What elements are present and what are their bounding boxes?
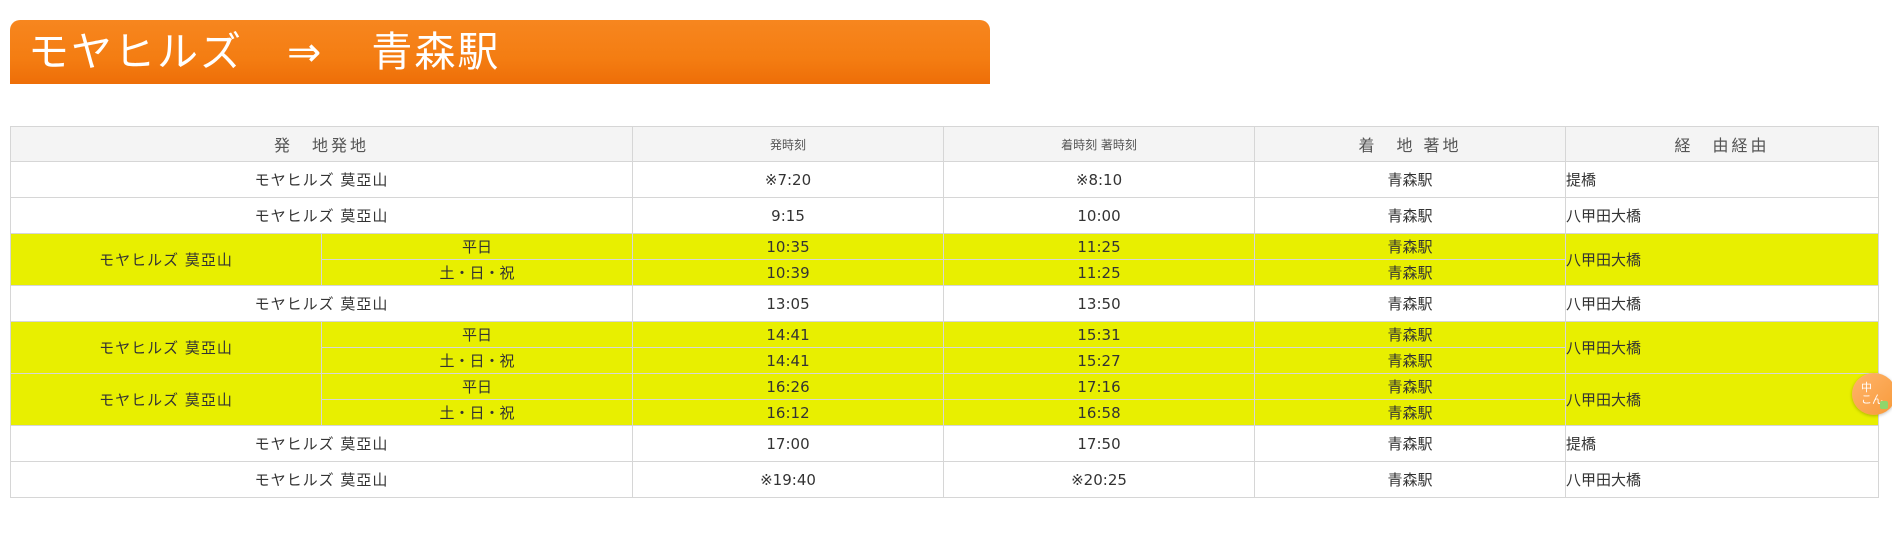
table-row: モヤヒルズ 莫亞山 ※7:20 ※8:10 青森駅 提橋 [9, 161, 1880, 198]
header-destination: 着 地 著地 [1254, 126, 1567, 162]
cell-arrive: ※8:10 [943, 161, 1256, 198]
table-row: モヤヒルズ 莫亞山 17:00 17:50 青森駅 提橋 [9, 425, 1880, 462]
timetable: 発 地発地 発時刻 着時刻 著時刻 着 地 著地 経 由経由 モヤヒルズ 莫亞山… [9, 126, 1880, 498]
header-origin: 発 地発地 [9, 126, 634, 162]
table-row-variant: モヤヒルズ 莫亞山 平日 10:35 11:25 青森駅 八甲田大橋 [10, 233, 1880, 286]
cell-origin: モヤヒルズ 莫亞山 [9, 425, 634, 462]
cell-depart: 14:41 [632, 321, 945, 348]
cell-arrive: 11:25 [943, 259, 1256, 286]
cell-destination: 青森駅 [1254, 347, 1567, 374]
cell-depart: ※19:40 [632, 461, 945, 498]
cell-origin: モヤヒルズ 莫亞山 [9, 461, 634, 498]
cell-day-type: 土・日・祝 [320, 347, 634, 374]
cell-arrive: 17:50 [943, 425, 1256, 462]
table-row: モヤヒルズ 莫亞山 9:15 10:00 青森駅 八甲田大橋 [9, 197, 1880, 234]
cell-origin: モヤヒルズ 莫亞山 [10, 321, 322, 374]
cell-origin: モヤヒルズ 莫亞山 [10, 373, 322, 426]
table-row-variant: モヤヒルズ 莫亞山 平日 16:26 17:16 青森駅 八甲田大橋 [10, 373, 1880, 426]
cell-day-type: 土・日・祝 [320, 399, 634, 426]
cell-via: 八甲田大橋 [1565, 233, 1880, 286]
cell-via: 八甲田大橋 [1565, 373, 1880, 426]
cell-depart: 16:26 [632, 373, 945, 400]
translate-widget-icon[interactable]: 中 こん [1852, 373, 1892, 415]
cell-destination: 青森駅 [1254, 399, 1567, 426]
table-row: モヤヒルズ 莫亞山 ※19:40 ※20:25 青森駅 八甲田大橋 [9, 461, 1880, 498]
cell-via: 八甲田大橋 [1565, 285, 1880, 322]
cell-depart: 13:05 [632, 285, 945, 322]
cell-arrive: 13:50 [943, 285, 1256, 322]
cell-destination: 青森駅 [1254, 461, 1567, 498]
cell-destination: 青森駅 [1254, 321, 1567, 348]
cell-day-type: 平日 [320, 373, 634, 400]
translate-widget-check-icon [1880, 401, 1888, 409]
cell-arrive: ※20:25 [943, 461, 1256, 498]
cell-day-type: 平日 [320, 321, 634, 348]
route-arrow: ⇒ [287, 28, 324, 76]
cell-depart: ※7:20 [632, 161, 945, 198]
cell-via: 提橋 [1565, 425, 1880, 462]
cell-origin: モヤヒルズ 莫亞山 [9, 197, 634, 234]
cell-depart: 17:00 [632, 425, 945, 462]
cell-via: 八甲田大橋 [1565, 461, 1880, 498]
cell-via: 提橋 [1565, 161, 1880, 198]
timetable-header-row: 発 地発地 発時刻 着時刻 著時刻 着 地 著地 経 由経由 [9, 126, 1880, 162]
table-row-variant: モヤヒルズ 莫亞山 平日 14:41 15:31 青森駅 八甲田大橋 [10, 321, 1880, 374]
cell-destination: 青森駅 [1254, 373, 1567, 400]
cell-depart: 9:15 [632, 197, 945, 234]
table-row-variant: 土・日・祝 14:41 15:27 青森駅 [11, 347, 1879, 374]
header-depart-time: 発時刻 [632, 126, 945, 162]
table-row-variant: 土・日・祝 16:12 16:58 青森駅 [11, 399, 1879, 426]
header-arrive-time: 着時刻 著時刻 [943, 126, 1256, 162]
cell-depart: 10:35 [632, 233, 945, 260]
route-to: 青森駅 [371, 28, 501, 76]
cell-arrive: 16:58 [943, 399, 1256, 426]
route-title-banner: モヤヒルズ ⇒ 青森駅 [10, 20, 990, 84]
cell-via: 八甲田大橋 [1565, 197, 1880, 234]
cell-arrive: 17:16 [943, 373, 1256, 400]
cell-destination: 青森駅 [1254, 161, 1567, 198]
table-row: モヤヒルズ 莫亞山 13:05 13:50 青森駅 八甲田大橋 [9, 285, 1880, 322]
route-from: モヤヒルズ [28, 28, 243, 76]
timetable-body: モヤヒルズ 莫亞山 ※7:20 ※8:10 青森駅 提橋 モヤヒルズ 莫亞山 9:15 10:… [9, 161, 1880, 498]
cell-origin: モヤヒルズ 莫亞山 [9, 285, 634, 322]
cell-day-type: 平日 [320, 233, 634, 260]
header-via: 経 由経由 [1565, 126, 1880, 162]
cell-origin: モヤヒルズ 莫亞山 [10, 233, 322, 286]
cell-destination: 青森駅 [1254, 197, 1567, 234]
cell-destination: 青森駅 [1254, 285, 1567, 322]
cell-day-type: 土・日・祝 [320, 259, 634, 286]
cell-depart: 16:12 [632, 399, 945, 426]
table-row-variant: 土・日・祝 10:39 11:25 青森駅 [11, 259, 1879, 286]
cell-destination: 青森駅 [1254, 233, 1567, 260]
cell-destination: 青森駅 [1254, 425, 1567, 462]
cell-depart: 14:41 [632, 347, 945, 374]
cell-destination: 青森駅 [1254, 259, 1567, 286]
cell-arrive: 15:31 [943, 321, 1256, 348]
cell-origin: モヤヒルズ 莫亞山 [9, 161, 634, 198]
cell-via: 八甲田大橋 [1565, 321, 1880, 374]
translate-widget-label: 中 こん [1861, 381, 1883, 406]
cell-arrive: 10:00 [943, 197, 1256, 234]
cell-arrive: 11:25 [943, 233, 1256, 260]
cell-arrive: 15:27 [943, 347, 1256, 374]
cell-depart: 10:39 [632, 259, 945, 286]
